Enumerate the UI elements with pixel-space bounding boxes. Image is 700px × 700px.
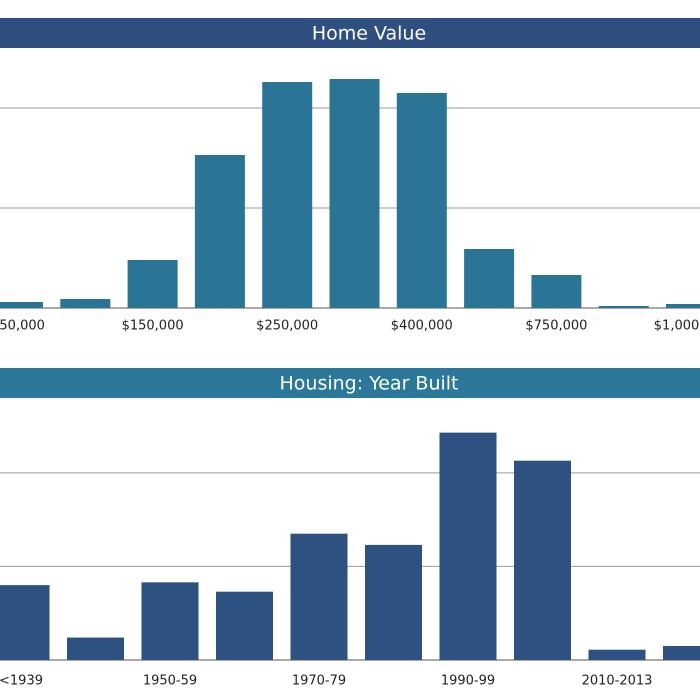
bar bbox=[598, 306, 649, 308]
chart-title: Housing: Year Built bbox=[279, 373, 458, 395]
x-tick-label: 1950-59 bbox=[143, 674, 197, 689]
bar bbox=[329, 79, 380, 308]
x-tick-label: $750,000 bbox=[525, 319, 587, 334]
bar bbox=[60, 299, 111, 308]
bar bbox=[588, 649, 646, 660]
bar bbox=[439, 432, 497, 660]
title-bar bbox=[0, 18, 700, 48]
x-tick-label: $250,000 bbox=[256, 319, 318, 334]
bar bbox=[531, 275, 582, 308]
bar bbox=[290, 533, 348, 660]
chart-title: Home Value bbox=[312, 23, 426, 45]
bar bbox=[514, 460, 571, 660]
x-tick-label: <1939 bbox=[0, 674, 43, 689]
bar bbox=[262, 82, 313, 308]
bar bbox=[663, 645, 700, 660]
x-tick-label: $50,000 bbox=[0, 319, 45, 334]
bar bbox=[216, 591, 273, 660]
x-tick-label: 1990-99 bbox=[441, 674, 495, 689]
bar bbox=[0, 585, 50, 660]
bar bbox=[127, 260, 178, 308]
bar bbox=[0, 302, 43, 308]
x-tick-label: 2010-2013 bbox=[582, 674, 653, 689]
x-tick-label: $1,000,000 bbox=[654, 319, 700, 334]
bar bbox=[194, 155, 245, 308]
bar bbox=[396, 93, 447, 308]
x-tick-label: $400,000 bbox=[391, 319, 453, 334]
x-tick-label: $150,000 bbox=[122, 319, 184, 334]
bar bbox=[365, 544, 422, 660]
bar bbox=[464, 249, 515, 308]
title-bar bbox=[0, 368, 700, 398]
bar bbox=[141, 582, 199, 660]
bar bbox=[666, 304, 700, 308]
bar bbox=[67, 637, 124, 660]
x-tick-label: 1970-79 bbox=[292, 674, 346, 689]
